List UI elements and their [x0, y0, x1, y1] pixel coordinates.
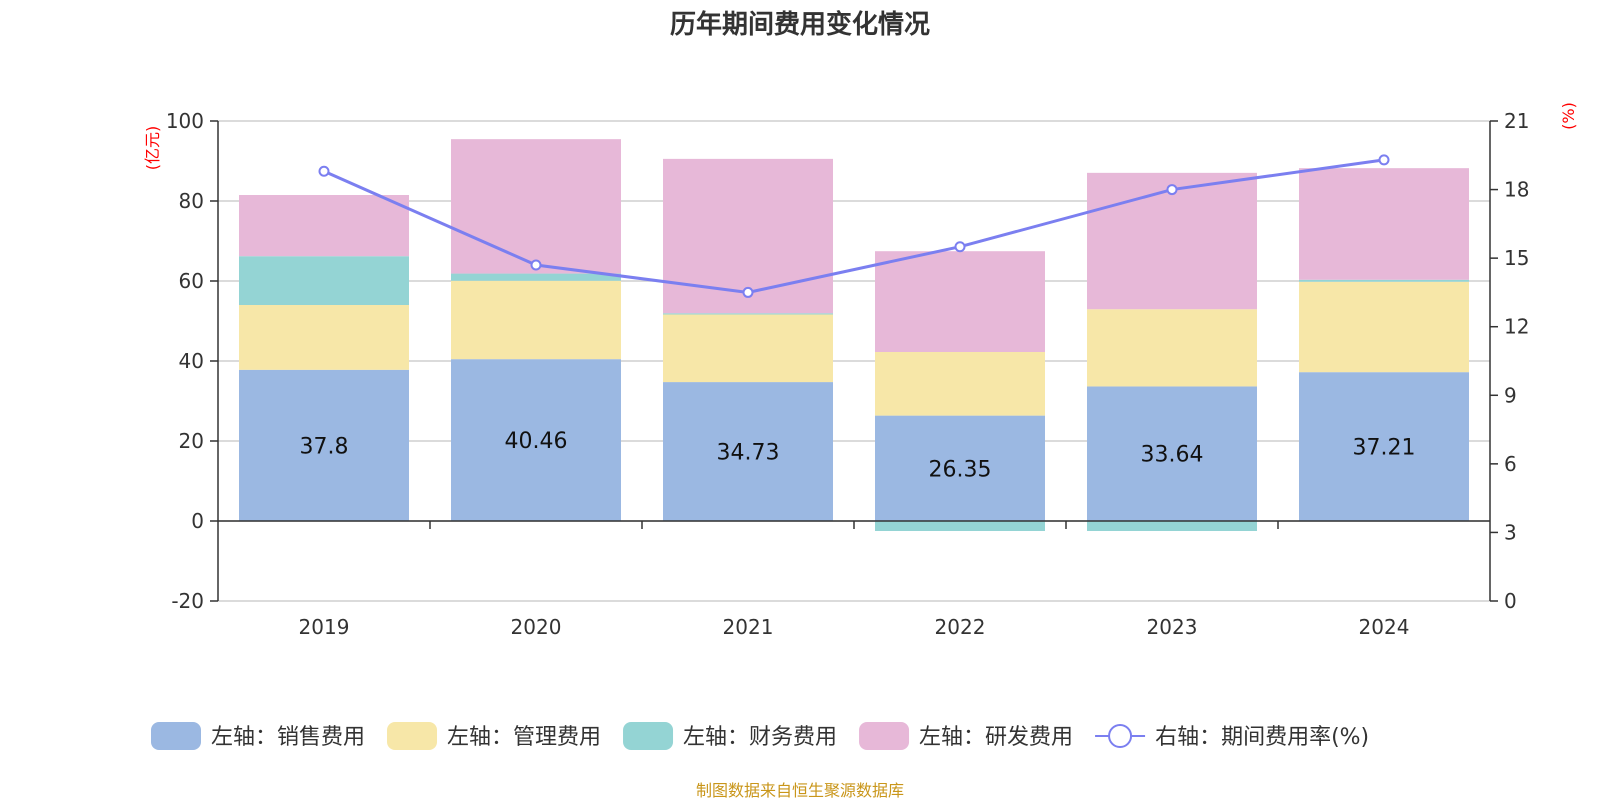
bar-value-label: 40.46 [505, 429, 568, 454]
legend-label: 左轴：财务费用 [683, 725, 837, 750]
bar-segment [451, 280, 621, 360]
right-tick-label: 21 [1504, 109, 1529, 133]
source-note: 制图数据来自恒生聚源数据库 [696, 781, 904, 800]
rate-point [954, 241, 966, 253]
bar-segment [451, 139, 621, 274]
bar-segment [1299, 168, 1469, 280]
rate-line-path [323, 158, 1385, 294]
bar-segment [1299, 372, 1469, 521]
legend-label: 左轴：销售费用 [211, 725, 365, 750]
bar-segment [239, 369, 409, 521]
left-tick-label: 60 [179, 269, 204, 293]
bar-segment [1087, 521, 1257, 531]
bar-segment [239, 305, 409, 370]
left-tick-label: 100 [166, 109, 204, 133]
left-axis-unit: (亿元) [143, 126, 162, 171]
rate-point [530, 259, 542, 271]
right-tick-label: 18 [1504, 178, 1529, 202]
bar-segment [239, 256, 409, 305]
x-tick-label: 2024 [1359, 615, 1410, 639]
bar-segment [239, 195, 409, 257]
right-tick-label: 9 [1504, 383, 1517, 407]
legend-swatch [859, 722, 910, 750]
data-labels: 37.8 40.46 34.73 26.35 33.64 37.21 [300, 429, 1416, 482]
bar-segment [875, 521, 1045, 531]
bar-segment [1299, 281, 1469, 373]
right-tick-label: 12 [1504, 315, 1529, 339]
bar-segment [1087, 386, 1257, 521]
bar-segment [663, 314, 833, 383]
bar-value-label: 34.73 [717, 441, 780, 466]
bar-segment [1087, 172, 1257, 310]
bar-segment [875, 251, 1045, 352]
right-tick-label: 6 [1504, 452, 1517, 476]
bar-segment [451, 359, 621, 521]
rate-point [742, 286, 754, 298]
left-tick-label: -20 [171, 589, 204, 613]
left-tick-label: 20 [179, 429, 204, 453]
bar-value-label: 37.21 [1353, 436, 1416, 461]
legend-swatch [387, 722, 438, 750]
legend: 左轴：销售费用 左轴：管理费用 左轴：财务费用 左轴：研发费用 右轴：期间费用率(%) [151, 722, 1369, 750]
left-tick-label: 40 [179, 349, 204, 373]
legend-swatch [623, 722, 674, 750]
right-tick-label: 3 [1504, 520, 1517, 544]
right-tick-label: 15 [1504, 246, 1529, 270]
bar-segment [1299, 279, 1469, 282]
x-tick-label: 2022 [935, 615, 986, 639]
bar-segment [875, 352, 1045, 416]
legend-label: 右轴：期间费用率(%) [1155, 725, 1369, 750]
bar-value-label: 26.35 [929, 457, 992, 482]
right-tick-label: 0 [1504, 589, 1517, 613]
left-tick-label: 80 [179, 189, 204, 213]
x-tick-label: 2021 [723, 615, 774, 639]
bar-segment [663, 382, 833, 521]
x-tick-label: 2020 [511, 615, 562, 639]
rate-point [1378, 154, 1390, 166]
rate-line [318, 154, 1390, 298]
bar-value-label: 33.64 [1141, 443, 1204, 468]
legend-label: 左轴：管理费用 [447, 725, 601, 750]
right-axis-unit: (%) [1559, 102, 1578, 130]
rate-point [1166, 184, 1178, 196]
bar-segment [875, 415, 1045, 521]
bars [239, 139, 1469, 531]
bar-value-label: 37.8 [300, 434, 349, 459]
bar-segment [1087, 309, 1257, 387]
legend-swatch [151, 722, 201, 750]
x-tick-label: 2023 [1147, 615, 1198, 639]
x-tick-label: 2019 [299, 615, 350, 639]
left-tick-label: 0 [191, 509, 204, 533]
legend-label: 左轴：研发费用 [919, 725, 1073, 750]
bar-segment [663, 313, 833, 315]
rate-point [318, 165, 330, 177]
bar-segment [451, 273, 621, 281]
axes: 100 80 60 40 20 0 -20 21 18 15 12 9 6 3 0 2019 2020 2021 2… [166, 109, 1530, 639]
chart-title: 历年期间费用变化情况 [670, 9, 930, 40]
legend-marker [1108, 724, 1133, 748]
